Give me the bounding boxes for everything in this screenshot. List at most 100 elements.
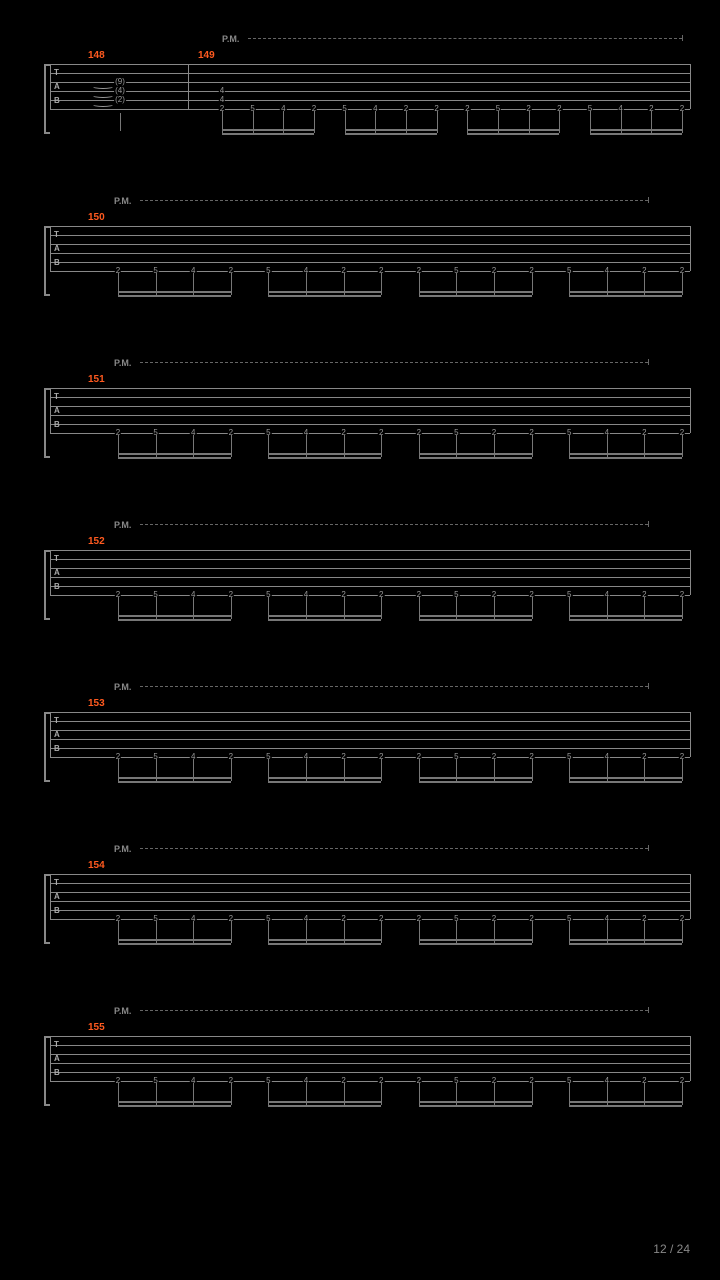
tab-system: P.M.1532542542225225422TAB: [30, 688, 690, 808]
staff-line: [50, 910, 690, 911]
tab-clef-letter: T: [54, 69, 60, 77]
staff-line: [50, 271, 690, 272]
note-stem: [381, 921, 382, 943]
beam: [419, 457, 532, 459]
staff-line: [50, 559, 690, 560]
beam: [569, 615, 682, 617]
tab-clef-letter: T: [54, 393, 60, 401]
beam: [118, 457, 231, 459]
tab-clef: TAB: [54, 228, 60, 270]
barline: [690, 64, 691, 109]
staff-line: [50, 568, 690, 569]
staff-line: [50, 1036, 690, 1037]
beam: [268, 457, 381, 459]
note-stem: [532, 759, 533, 781]
measure-number: 155: [88, 1022, 105, 1033]
palm-mute-end: [648, 1007, 649, 1013]
staff-line: [50, 919, 690, 920]
palm-mute-label: P.M.: [114, 520, 131, 530]
note-stem: [381, 1083, 382, 1105]
palm-mute-end: [648, 845, 649, 851]
note-stem: [532, 273, 533, 295]
beam: [419, 943, 532, 945]
beam: [345, 129, 437, 131]
beam: [268, 781, 381, 783]
beam: [419, 295, 532, 297]
barline: [50, 712, 51, 757]
tab-clef: TAB: [54, 66, 60, 108]
beam: [419, 615, 532, 617]
beam: [467, 133, 559, 135]
beam: [419, 781, 532, 783]
beam: [569, 457, 682, 459]
barline: [690, 550, 691, 595]
staff-line: [50, 1063, 690, 1064]
beam: [419, 939, 532, 941]
palm-mute-line: [140, 524, 648, 525]
staff-line: [50, 253, 690, 254]
measure-number: 149: [198, 50, 215, 61]
fret-number: (2): [114, 96, 126, 104]
palm-mute-end: [682, 35, 683, 41]
note-stem: [682, 273, 683, 295]
tab-clef: TAB: [54, 876, 60, 918]
beam: [268, 291, 381, 293]
note-stem: [231, 759, 232, 781]
staff-line: [50, 1054, 690, 1055]
tab-system: P.M.148149(9)(4)(2)4422542542225225422TA…: [30, 40, 690, 160]
beam: [118, 943, 231, 945]
beam: [569, 619, 682, 621]
tab-clef: TAB: [54, 390, 60, 432]
tab-system: P.M.1552542542225225422TAB: [30, 1012, 690, 1132]
note-stem: [381, 273, 382, 295]
tab-clef-letter: A: [54, 407, 60, 415]
beam: [118, 777, 231, 779]
staff-line: [50, 433, 690, 434]
note-stem: [231, 273, 232, 295]
palm-mute-end: [648, 521, 649, 527]
palm-mute-label: P.M.: [114, 196, 131, 206]
tab-clef-letter: A: [54, 245, 60, 253]
beam: [590, 133, 682, 135]
staff-line: [50, 586, 690, 587]
staff-line: [50, 64, 690, 65]
palm-mute-label: P.M.: [114, 358, 131, 368]
beam: [222, 129, 314, 131]
palm-mute-line: [140, 200, 648, 201]
note-stem: [559, 111, 560, 133]
staff-line: [50, 244, 690, 245]
tab-page: P.M.148149(9)(4)(2)4422542542225225422TA…: [0, 0, 720, 1132]
beam: [419, 1105, 532, 1107]
note-stem: [437, 111, 438, 133]
beam: [569, 939, 682, 941]
beam: [118, 1105, 231, 1107]
note-stem: [231, 921, 232, 943]
beam: [268, 943, 381, 945]
tab-clef-letter: A: [54, 893, 60, 901]
barline: [690, 388, 691, 433]
palm-mute-label: P.M.: [114, 1006, 131, 1016]
staff-line: [50, 883, 690, 884]
tie-arc: [92, 102, 114, 107]
staff-line: [50, 415, 690, 416]
fret-number: 4: [219, 96, 225, 104]
beam: [268, 453, 381, 455]
beam: [419, 777, 532, 779]
palm-mute-line: [140, 848, 648, 849]
staff-line: [50, 748, 690, 749]
note-stem: [381, 759, 382, 781]
beam: [569, 781, 682, 783]
staff-line: [50, 235, 690, 236]
measure-number: 152: [88, 536, 105, 547]
beam: [268, 295, 381, 297]
barline: [50, 388, 51, 433]
tab-clef-letter: A: [54, 83, 60, 91]
staff-line: [50, 577, 690, 578]
palm-mute-line: [140, 1010, 648, 1011]
tab-system: P.M.1512542542225225422TAB: [30, 364, 690, 484]
staff-line: [50, 874, 690, 875]
beam: [345, 133, 437, 135]
note-stem: [682, 1083, 683, 1105]
beam: [118, 619, 231, 621]
beam: [419, 291, 532, 293]
